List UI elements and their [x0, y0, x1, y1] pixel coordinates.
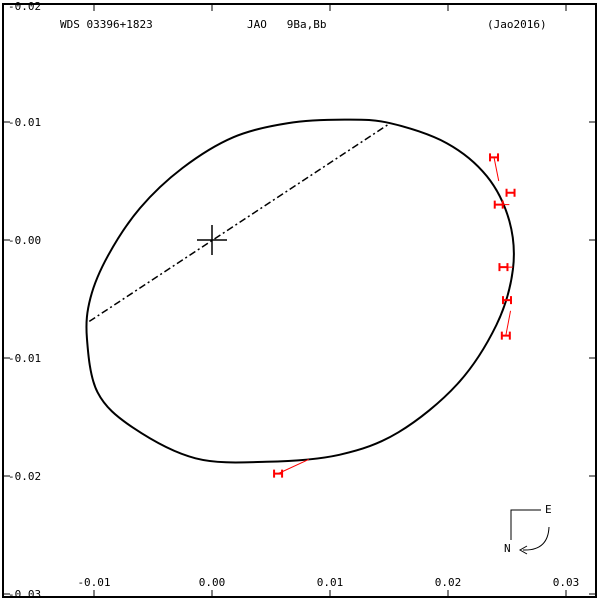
- observation-point: [493, 200, 504, 209]
- compass: E N: [504, 503, 552, 555]
- observation-point: [489, 153, 500, 162]
- x-ticks: -0.01 0.00 0.01 0.02 0.03: [77, 4, 579, 597]
- y-tick-label: -0.03: [8, 588, 41, 600]
- x-tick-label: 0.03: [553, 576, 580, 589]
- line-of-nodes: [88, 122, 391, 323]
- compass-arrowhead: [518, 545, 528, 555]
- observation-point: [502, 296, 512, 305]
- residual-line: [277, 459, 309, 475]
- header-reference: (Jao2016): [487, 18, 547, 31]
- observations-layer: [273, 153, 516, 478]
- header-designation: WDS 03396+1823: [60, 18, 153, 31]
- compass-arrow-lines: [510, 509, 541, 540]
- plot-frame: [2, 3, 597, 598]
- observation-point: [505, 188, 516, 197]
- x-tick-label: 0.01: [317, 576, 344, 589]
- y-tick-label: -0.00: [8, 234, 41, 247]
- orbit-ellipse: [85, 118, 515, 464]
- y-tick-label: -0.02: [8, 470, 41, 483]
- header-component: JAO 9Ba,Bb: [247, 18, 326, 31]
- observation-point: [500, 331, 511, 340]
- x-tick-label: 0.02: [435, 576, 462, 589]
- observation-point: [498, 263, 509, 272]
- orbit-layer: [85, 118, 515, 464]
- x-tick-label: -0.01: [77, 576, 110, 589]
- y-tick-label: -0.01: [8, 352, 41, 365]
- observation-point: [273, 469, 284, 478]
- compass-east-label: E: [545, 503, 552, 516]
- y-ticks: -0.02 -0.01 -0.00 -0.01 -0.02 -0.03: [3, 0, 596, 600]
- y-tick-label: -0.02: [8, 0, 41, 13]
- compass-north-label: N: [504, 542, 511, 555]
- y-tick-label: -0.01: [8, 116, 41, 129]
- x-tick-label: 0.00: [199, 576, 226, 589]
- residual-line: [493, 157, 500, 182]
- residual-line: [505, 310, 512, 336]
- compass-rotation-arrow: [522, 526, 550, 551]
